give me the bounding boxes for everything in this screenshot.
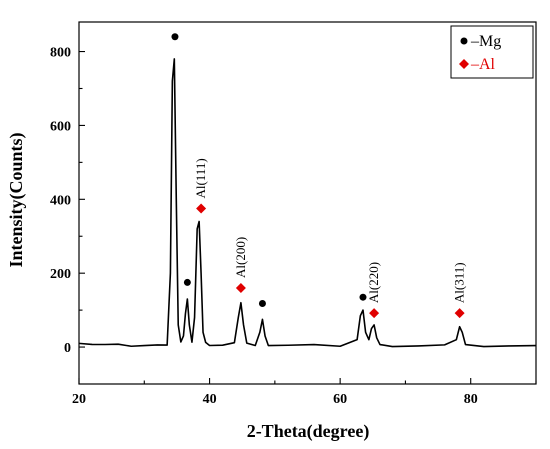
legend-al-marker — [459, 59, 469, 69]
mg-peak-marker — [171, 33, 179, 41]
y-tick-label: 800 — [50, 46, 71, 61]
x-tick-label: 60 — [333, 392, 347, 407]
legend-group: –Mg –Al — [450, 25, 534, 79]
al-peak-marker — [235, 282, 246, 293]
y-tick-label: 600 — [50, 119, 71, 134]
al-peak-marker — [454, 308, 465, 319]
x-tick-label: 80 — [464, 392, 478, 407]
al-peak-label: Al(311) — [452, 262, 467, 303]
al-peak-marker — [369, 308, 380, 319]
y-axis-title: Intensity(Counts) — [6, 132, 27, 267]
al-peak-label: Al(220) — [366, 262, 381, 303]
x-axis-title: 2-Theta(degree) — [247, 421, 370, 442]
mg-peak-marker — [258, 299, 266, 307]
y-tick-label: 200 — [50, 267, 71, 282]
x-tick-label: 40 — [203, 392, 217, 407]
al-peak-label: Al(111) — [193, 158, 208, 198]
x-tick-label: 20 — [72, 392, 86, 407]
legend-mg-marker — [460, 37, 468, 45]
markers-group: Al(111) Al(200) Al(220) Al(311) — [171, 33, 467, 319]
mg-peak-marker — [359, 293, 367, 301]
y-tick-label: 0 — [64, 341, 71, 356]
legend-box — [450, 25, 534, 79]
y-tick-label: 400 — [50, 193, 71, 208]
series-group — [78, 58, 537, 348]
mg-peak-marker — [183, 278, 191, 286]
xrd-pattern-line — [78, 58, 537, 348]
al-peak-marker — [196, 203, 207, 214]
al-peak-label: Al(200) — [233, 237, 248, 278]
legend-mg-label: –Mg — [470, 33, 501, 50]
legend-al-label: –Al — [470, 56, 496, 73]
plot-frame — [78, 21, 537, 385]
